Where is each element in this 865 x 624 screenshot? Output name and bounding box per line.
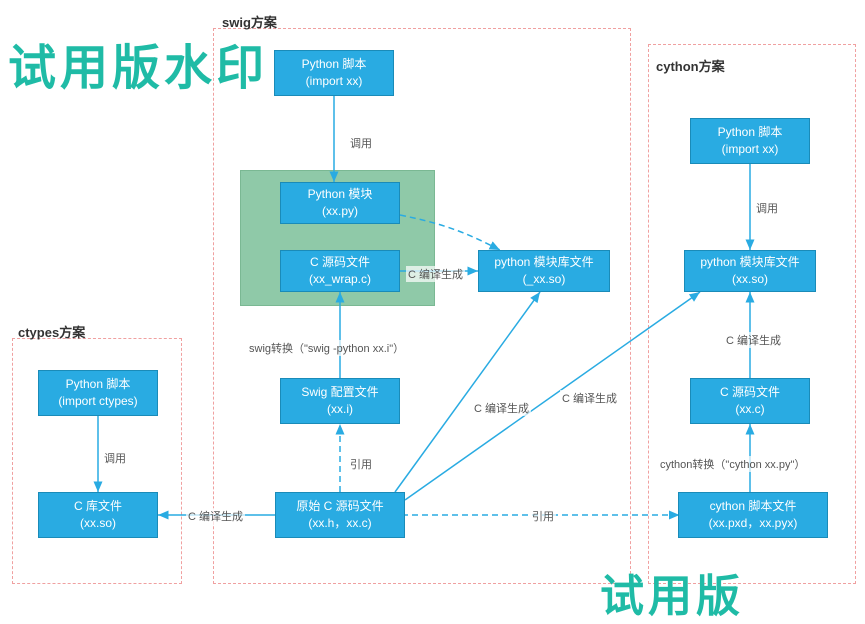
edge-label: cython转换（"cython xx.py"） <box>658 456 807 472</box>
node-cy-script: Python 脚本 (import xx) <box>690 118 810 164</box>
edge-label: C 编译生成 <box>472 400 531 416</box>
edge-label: C 编译生成 <box>406 266 465 282</box>
node-cy-so: python 模块库文件 (xx.so) <box>684 250 816 292</box>
edge-label: 调用 <box>348 135 374 151</box>
node-line2: (import xx) <box>722 141 779 158</box>
node-line2: (import xx) <box>306 73 363 90</box>
edge-label: C 编译生成 <box>724 332 783 348</box>
node-line2: (xx.so) <box>80 515 116 532</box>
group-swig-label: swig方案 <box>222 12 277 31</box>
edge-label: C 编译生成 <box>560 390 619 406</box>
node-swig-so: python 模块库文件 (_xx.so) <box>478 250 610 292</box>
node-line2: (xx.c) <box>735 401 764 418</box>
node-swig-script: Python 脚本 (import xx) <box>274 50 394 96</box>
edge-label: C 编译生成 <box>186 508 245 524</box>
node-line1: Python 模块 <box>308 186 373 203</box>
edge-label: swig转换（"swig -python xx.i"） <box>247 340 406 356</box>
node-line2: (xx.pxd，xx.pyx) <box>709 515 798 532</box>
edge-label: 调用 <box>754 200 780 216</box>
node-line2: (xx.so) <box>732 271 768 288</box>
node-swig-wrap: C 源码文件 (xx_wrap.c) <box>280 250 400 292</box>
node-cy-csrc: C 源码文件 (xx.c) <box>690 378 810 424</box>
node-line2: (_xx.so) <box>523 271 566 288</box>
node-line2: (xx_wrap.c) <box>309 271 371 288</box>
node-line2: (xx.h，xx.c) <box>308 515 371 532</box>
node-line1: C 源码文件 <box>310 254 370 271</box>
node-line1: Swig 配置文件 <box>301 384 378 401</box>
node-line1: python 模块库文件 <box>494 254 593 271</box>
node-swig-cfg: Swig 配置文件 (xx.i) <box>280 378 400 424</box>
node-line1: C 源码文件 <box>720 384 780 401</box>
node-line2: (xx.i) <box>327 401 353 418</box>
node-cy-pyx: cython 脚本文件 (xx.pxd，xx.pyx) <box>678 492 828 538</box>
node-line1: Python 脚本 <box>302 56 367 73</box>
node-line1: cython 脚本文件 <box>710 498 797 515</box>
node-line1: Python 脚本 <box>718 124 783 141</box>
node-line1: Python 脚本 <box>66 376 131 393</box>
node-swig-module: Python 模块 (xx.py) <box>280 182 400 224</box>
edge-label: 引用 <box>530 508 556 524</box>
group-cython-label: cython方案 <box>656 56 725 75</box>
group-ctypes-label: ctypes方案 <box>18 322 85 341</box>
node-line2: (import ctypes) <box>58 393 137 410</box>
node-line1: 原始 C 源码文件 <box>296 498 383 515</box>
node-line1: C 库文件 <box>74 498 122 515</box>
node-swig-src: 原始 C 源码文件 (xx.h，xx.c) <box>275 492 405 538</box>
node-ctypes-so: C 库文件 (xx.so) <box>38 492 158 538</box>
node-line1: python 模块库文件 <box>700 254 799 271</box>
edge-label: 引用 <box>348 456 374 472</box>
node-line2: (xx.py) <box>322 203 358 220</box>
edge-label: 调用 <box>102 450 128 466</box>
node-ctypes-script: Python 脚本 (import ctypes) <box>38 370 158 416</box>
